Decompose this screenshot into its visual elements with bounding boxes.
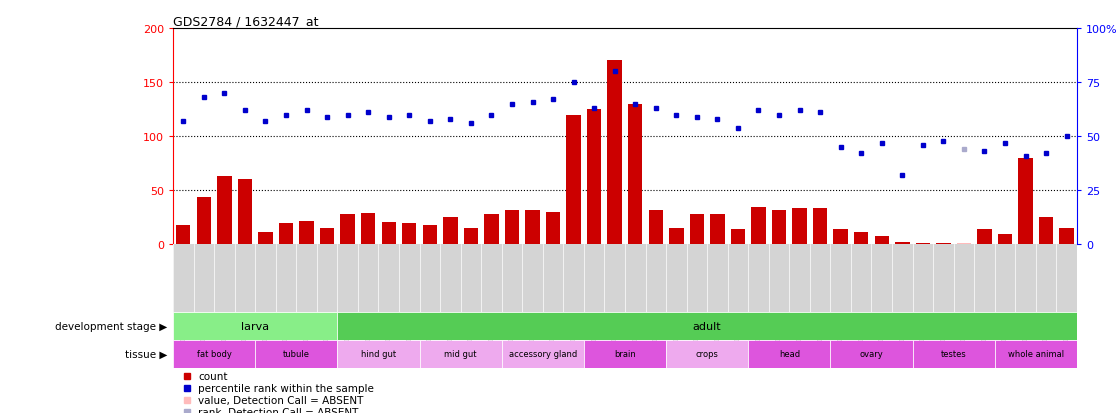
Bar <box>443 218 458 245</box>
Bar <box>173 340 256 368</box>
Bar <box>360 214 375 245</box>
Bar <box>748 340 830 368</box>
Bar <box>1019 159 1032 245</box>
Bar <box>772 210 787 245</box>
Bar <box>176 225 191 245</box>
Bar <box>340 215 355 245</box>
Text: value, Detection Call = ABSENT: value, Detection Call = ABSENT <box>199 395 364 406</box>
Bar <box>420 340 502 368</box>
Bar <box>337 340 420 368</box>
Bar <box>648 210 663 245</box>
Bar <box>423 225 437 245</box>
Bar <box>875 236 889 245</box>
Text: mid gut: mid gut <box>444 349 477 358</box>
Bar <box>567 115 580 245</box>
Bar <box>504 210 519 245</box>
Bar <box>196 197 211 245</box>
Bar <box>402 223 416 245</box>
Bar <box>998 234 1012 245</box>
Bar <box>915 244 930 245</box>
Text: rank, Detection Call = ABSENT: rank, Detection Call = ABSENT <box>199 407 358 413</box>
Bar <box>792 208 807 245</box>
Bar <box>299 221 314 245</box>
Bar <box>666 340 748 368</box>
Bar <box>670 229 683 245</box>
Bar <box>994 340 1077 368</box>
Bar <box>256 340 337 368</box>
Bar <box>258 233 272 245</box>
Bar <box>502 340 584 368</box>
Bar <box>337 312 1077 340</box>
Text: whole animal: whole animal <box>1008 349 1064 358</box>
Bar <box>463 229 478 245</box>
Bar <box>854 233 868 245</box>
Bar <box>279 223 294 245</box>
Text: tubule: tubule <box>282 349 310 358</box>
Bar <box>546 212 560 245</box>
Bar <box>731 230 745 245</box>
Text: head: head <box>779 349 800 358</box>
Bar <box>628 104 643 245</box>
Bar <box>526 210 540 245</box>
Bar <box>751 207 766 245</box>
Bar <box>382 222 396 245</box>
Text: adult: adult <box>693 321 721 331</box>
Bar <box>895 242 910 245</box>
Bar <box>238 180 252 245</box>
Bar <box>812 208 827 245</box>
Bar <box>584 340 666 368</box>
Text: accessory gland: accessory gland <box>509 349 577 358</box>
Text: testes: testes <box>941 349 966 358</box>
Bar <box>587 110 602 245</box>
Text: ovary: ovary <box>859 349 884 358</box>
Bar <box>978 230 992 245</box>
Bar <box>173 312 337 340</box>
Text: tissue ▶: tissue ▶ <box>125 349 167 359</box>
Text: count: count <box>199 371 228 381</box>
Text: larva: larva <box>241 321 269 331</box>
Bar <box>218 177 231 245</box>
Bar <box>1039 218 1054 245</box>
Bar <box>956 244 971 245</box>
Bar <box>607 61 622 245</box>
Text: brain: brain <box>614 349 636 358</box>
Bar <box>936 244 951 245</box>
Bar <box>690 215 704 245</box>
Bar <box>830 340 913 368</box>
Bar <box>1059 229 1074 245</box>
Bar <box>484 215 499 245</box>
Text: development stage ▶: development stage ▶ <box>55 321 167 331</box>
Bar <box>913 340 994 368</box>
Text: percentile rank within the sample: percentile rank within the sample <box>199 383 374 393</box>
Bar <box>834 230 848 245</box>
Text: fat body: fat body <box>196 349 231 358</box>
Text: hind gut: hind gut <box>360 349 396 358</box>
Bar <box>320 229 335 245</box>
Bar <box>710 215 724 245</box>
Text: GDS2784 / 1632447_at: GDS2784 / 1632447_at <box>173 15 318 28</box>
Text: crops: crops <box>695 349 719 358</box>
